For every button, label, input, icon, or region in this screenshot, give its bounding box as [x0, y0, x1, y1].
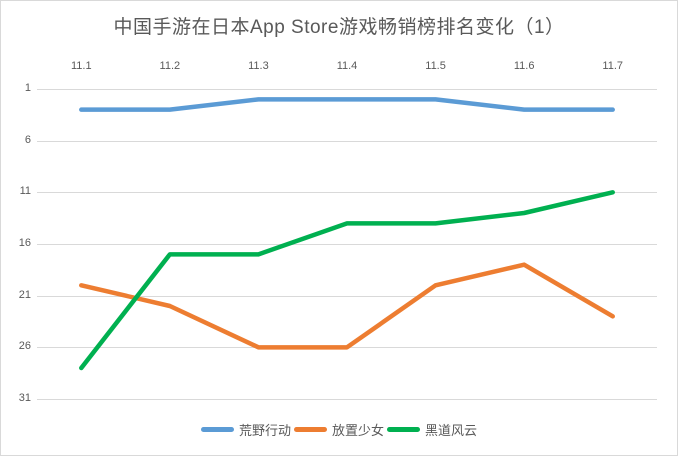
- y-tick-label: 26: [18, 340, 31, 353]
- x-tick-label: 11.1: [70, 60, 92, 72]
- legend-item: 黑道风云: [387, 420, 477, 439]
- legend: 荒野行动 放置少女 黑道风云: [1, 420, 677, 439]
- y-tick-label: 1: [24, 82, 31, 94]
- x-axis: 11.1 11.2 11.3 11.4 11.5 11.6 11.7: [1, 60, 677, 74]
- series-line-0: [79, 97, 615, 112]
- x-tick-label: 11.5: [425, 60, 446, 72]
- legend-swatch: [387, 427, 420, 432]
- x-tick-label: 11.7: [602, 60, 623, 72]
- y-tick-label: 31: [18, 392, 31, 404]
- legend-item: 放置少女: [293, 420, 384, 439]
- y-tick-label: 11: [19, 185, 31, 198]
- legend-item: 荒野行动: [200, 420, 291, 439]
- series-line-1: [79, 262, 615, 350]
- y-tick-label: 6: [24, 133, 31, 146]
- legend-label: 放置少女: [331, 423, 384, 438]
- legend-swatch: [200, 427, 234, 432]
- x-tick-label: 11.2: [159, 60, 181, 72]
- y-tick-label: 16: [18, 237, 31, 249]
- x-tick-label: 11.3: [248, 60, 269, 72]
- series-line-2: [79, 190, 615, 371]
- y-tick-label: 21: [18, 288, 31, 301]
- x-tick-label: 11.4: [336, 60, 358, 72]
- chart-title: 中国手游在日本App Store游戏畅销榜排名变化（1）: [113, 17, 565, 38]
- y-axis: 1 6 11 16 21 26 31: [1, 1, 33, 455]
- legend-label: 黑道风云: [425, 423, 478, 438]
- legend-swatch: [293, 427, 327, 432]
- x-tick-label: 11.6: [513, 60, 535, 72]
- legend-label: 荒野行动: [238, 423, 291, 438]
